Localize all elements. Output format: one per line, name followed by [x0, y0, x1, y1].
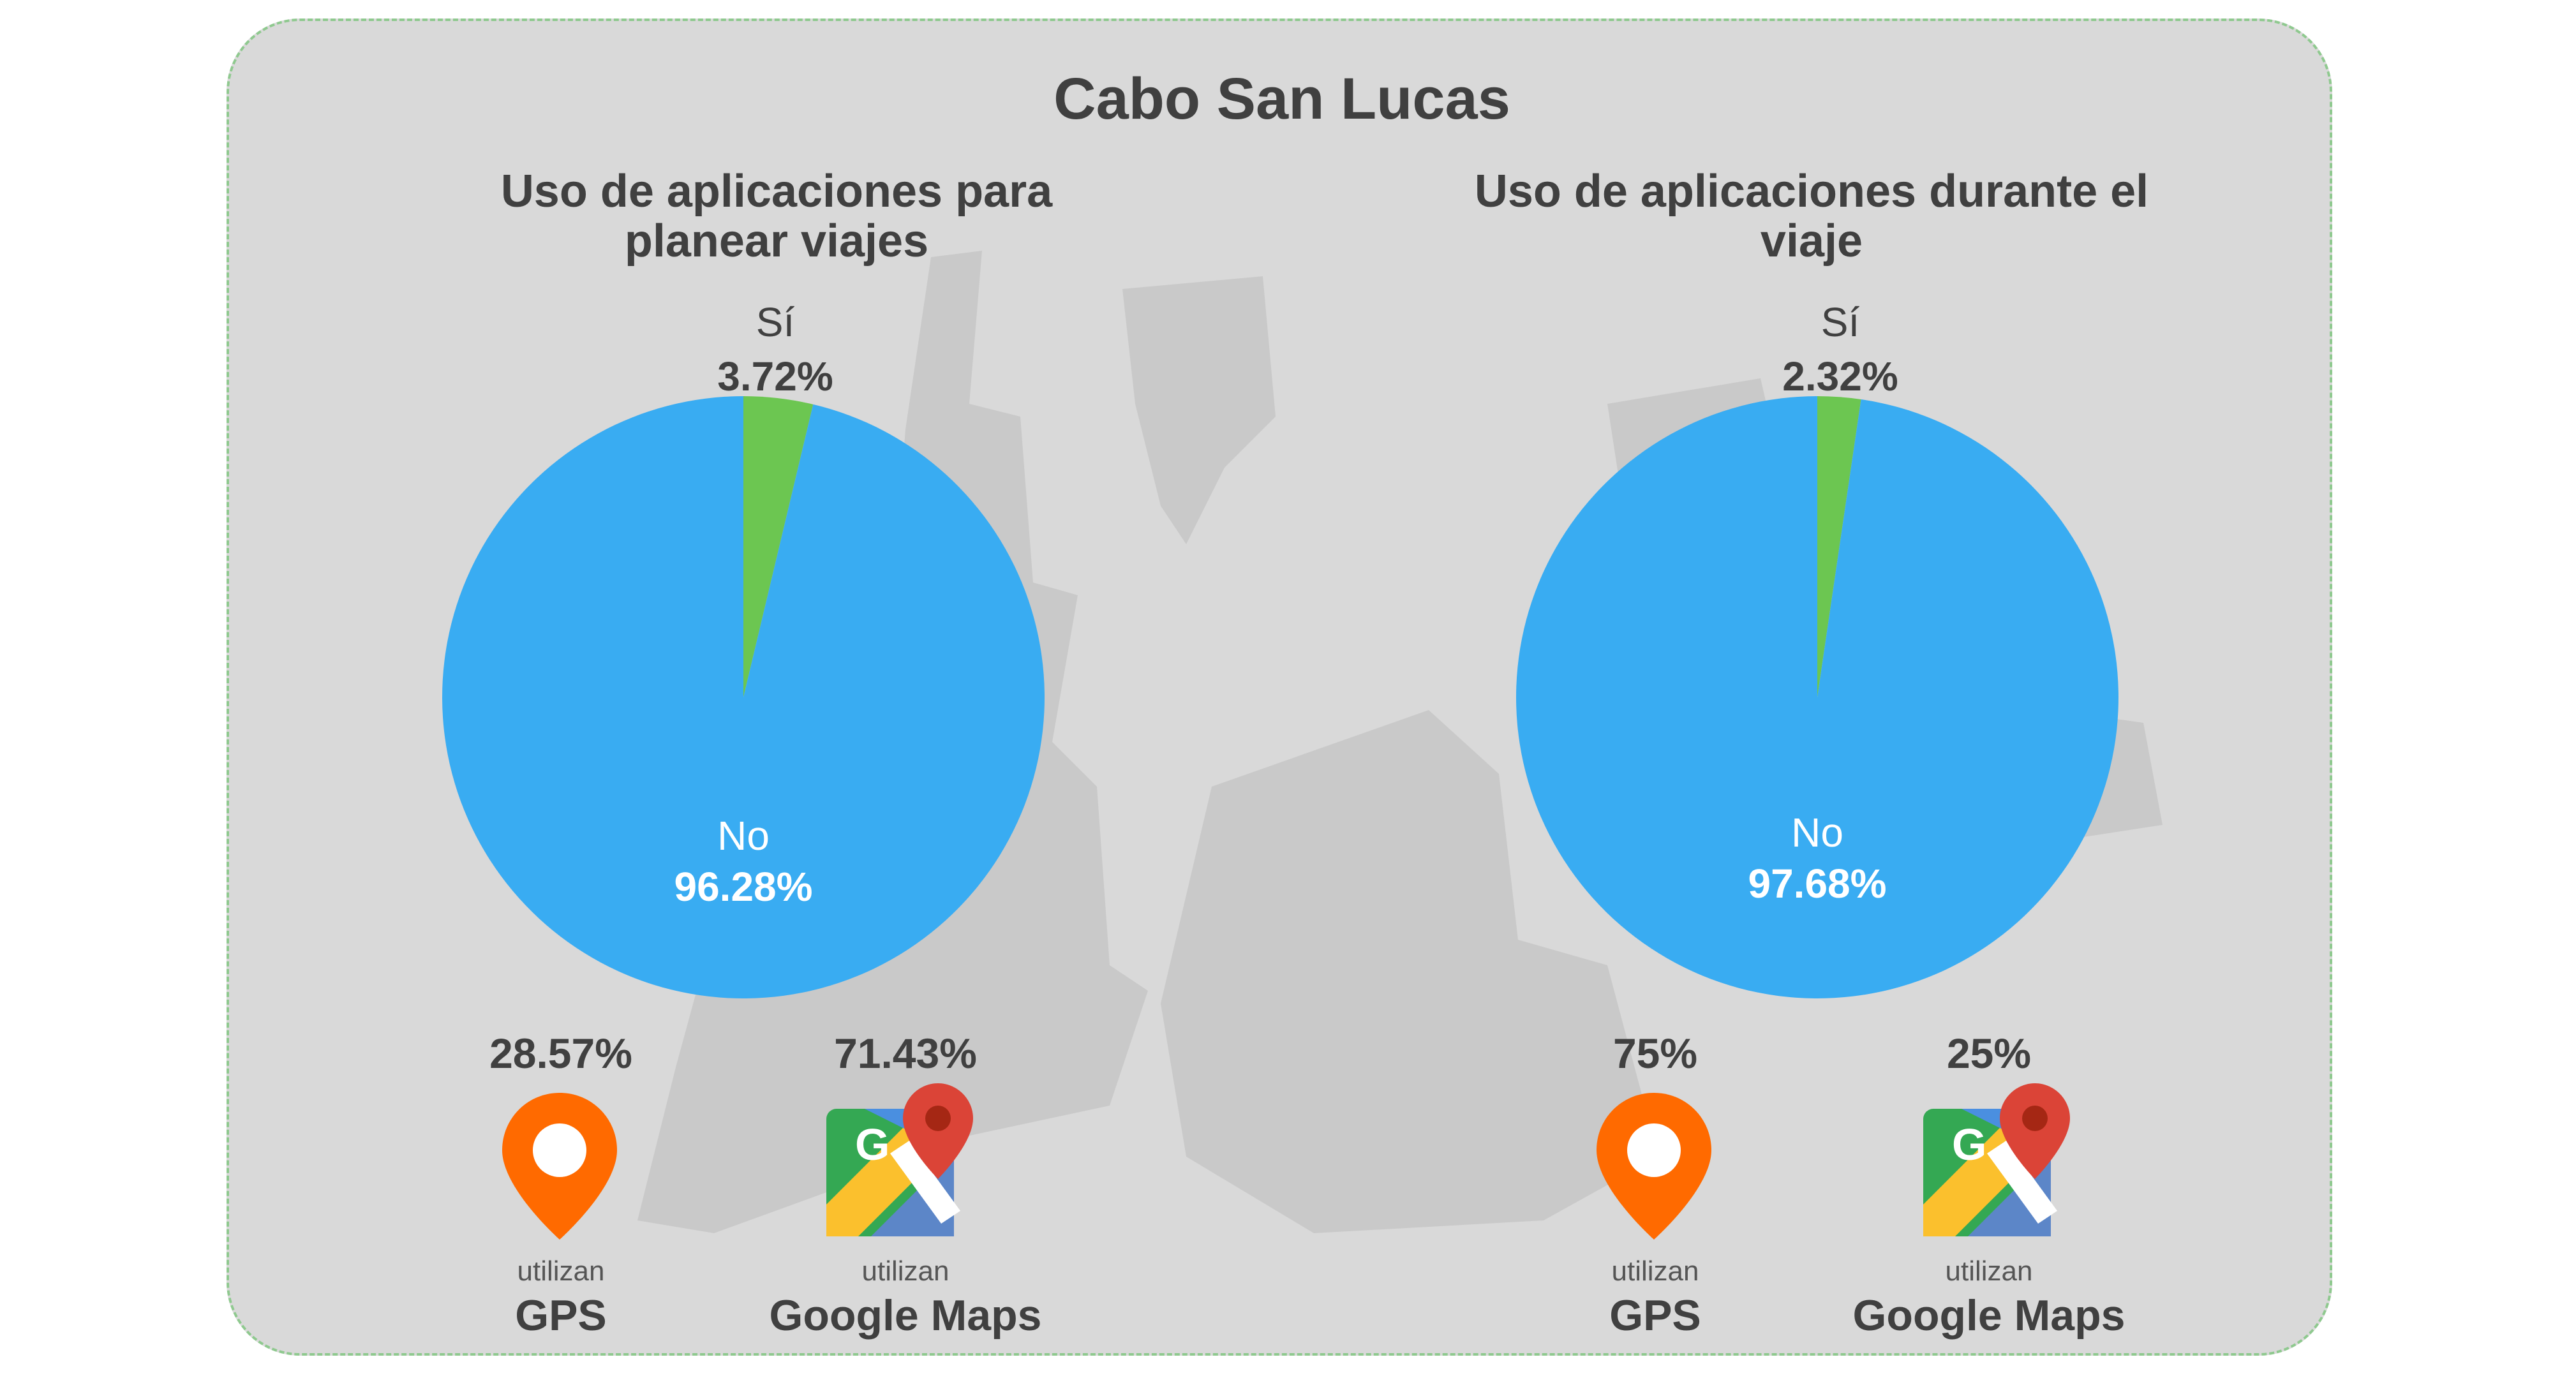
- pie-1-slice-no: [442, 396, 1045, 998]
- svg-text:G: G: [1952, 1120, 1986, 1169]
- chart-1-gps-prefix: utilizan: [517, 1256, 605, 1287]
- google-maps-icon: G: [1923, 1083, 2070, 1236]
- google-maps-icon: G: [826, 1083, 973, 1236]
- gps-pin-icon: [1597, 1093, 1711, 1240]
- pie-1-si-label: Sí: [756, 299, 795, 345]
- pie-2-si-label: Sí: [1820, 299, 1860, 345]
- chart-2-gps-prefix: utilizan: [1611, 1256, 1699, 1287]
- chart-1-gmaps-percent: 71.43%: [834, 1030, 977, 1077]
- chart-2-title: Uso de aplicaciones durante el viaje: [1474, 166, 2149, 267]
- chart-1-gps-name: GPS: [515, 1291, 607, 1340]
- chart-2-gmaps-percent: 25%: [1946, 1030, 2032, 1077]
- infographic-panel: Cabo San Lucas Uso de aplicaciones para …: [227, 19, 2332, 1356]
- chart-2-gmaps-prefix: utilizan: [1945, 1256, 2033, 1287]
- pie-chart-2: [1516, 396, 2118, 998]
- pie-2-no-value: 97.68%: [1748, 861, 1887, 907]
- pie-1-slice-si: [743, 396, 814, 697]
- chart-2-gmaps-name: Google Maps: [1852, 1291, 2126, 1340]
- pie-1-no-value: 96.28%: [674, 864, 813, 910]
- chart-2-gps-name: GPS: [1609, 1291, 1701, 1340]
- pie-1-no-label: No: [717, 813, 770, 859]
- chart-1-gps-percent: 28.57%: [489, 1030, 632, 1077]
- svg-text:G: G: [855, 1120, 890, 1169]
- pie-2-slice-no: [1516, 396, 2118, 998]
- pie-chart-1: [442, 396, 1045, 998]
- pie-2-slice-si: [1817, 396, 1861, 697]
- chart-1-gmaps-prefix: utilizan: [861, 1256, 949, 1287]
- pie-2-si-value: 2.32%: [1782, 353, 1898, 399]
- chart-2-gps-percent: 75%: [1612, 1030, 1698, 1077]
- pie-2-no-label: No: [1791, 810, 1843, 856]
- chart-1-title: Uso de aplicaciones para planear viajes: [500, 166, 1053, 267]
- page-title: Cabo San Lucas: [1053, 66, 1510, 131]
- gps-pin-icon: [502, 1093, 617, 1240]
- chart-1-gmaps-name: Google Maps: [769, 1291, 1042, 1340]
- pie-1-si-value: 3.72%: [717, 353, 833, 399]
